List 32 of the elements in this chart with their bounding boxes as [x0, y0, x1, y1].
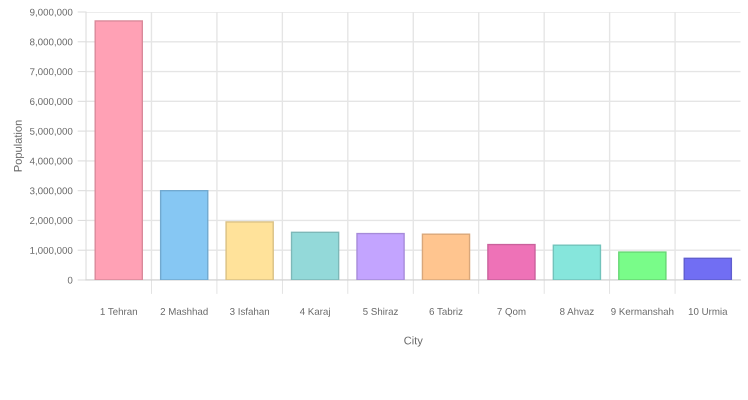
x-tick-label: 9 Kermanshah — [611, 308, 674, 315]
bar — [618, 251, 667, 280]
bar — [94, 20, 143, 280]
bar — [684, 258, 732, 280]
bar — [487, 244, 536, 280]
bar — [225, 221, 274, 280]
y-tick-label: 0 — [68, 276, 72, 284]
y-axis-title: Population — [14, 120, 24, 172]
x-tick-label: 2 Mashhad — [160, 308, 208, 315]
bar — [422, 233, 470, 280]
y-tick-label: 5,000,000 — [30, 128, 72, 136]
y-tick-label: 2,000,000 — [30, 217, 72, 226]
y-tick-label: 9,000,000 — [30, 8, 72, 17]
y-tick-label: 1,000,000 — [30, 246, 72, 255]
x-tick-label: 7 Qom — [497, 308, 526, 317]
x-tick-label: 5 Shiraz — [363, 308, 398, 315]
x-tick-label: 6 Tabriz — [430, 308, 462, 315]
y-tick-label: 6,000,000 — [30, 98, 72, 106]
x-tick-label: 8 Ahvaz — [560, 308, 594, 315]
x-tick-label: 1 Tehran — [100, 308, 137, 315]
y-tick-label: 3,000,000 — [30, 187, 72, 196]
x-axis-title: City — [404, 336, 423, 347]
x-tick-label: 3 Isfahan — [230, 308, 270, 315]
x-tick-label: 4 Karaj — [300, 308, 330, 317]
bar — [356, 232, 405, 280]
bar — [290, 232, 340, 280]
y-tick-label: 4,000,000 — [30, 158, 72, 166]
bar — [160, 190, 208, 280]
y-tick-label: 8,000,000 — [30, 38, 72, 47]
bar — [552, 244, 602, 280]
y-tick-label: 7,000,000 — [30, 68, 72, 76]
x-tick-label: 10 Urmia — [688, 308, 728, 315]
